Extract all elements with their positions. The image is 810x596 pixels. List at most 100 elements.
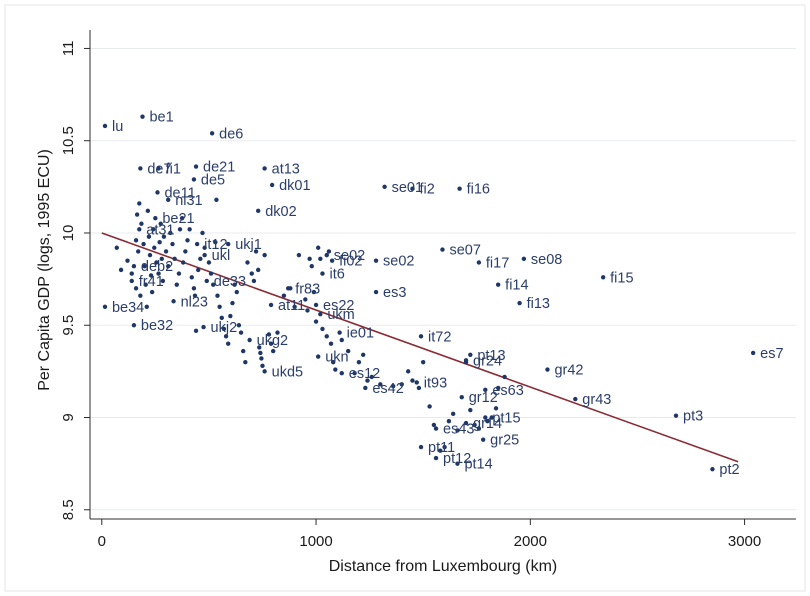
data-point [266, 332, 272, 337]
data-point [228, 313, 233, 319]
data-point [363, 385, 368, 391]
data-point [209, 131, 215, 136]
data-point [133, 238, 139, 243]
data-point [129, 271, 134, 276]
data-point [324, 334, 329, 339]
data-point [200, 230, 205, 236]
point-label: dk01 [279, 178, 310, 194]
data-point [356, 359, 362, 365]
data-point [177, 227, 183, 232]
data-point [313, 319, 319, 324]
point-label: be32 [141, 318, 173, 334]
data-point [191, 177, 197, 182]
data-point [333, 367, 338, 372]
data-point [146, 234, 152, 239]
data-point [495, 385, 501, 391]
data-point [243, 359, 248, 365]
data-point [345, 348, 351, 354]
data-point [339, 337, 344, 343]
data-point [320, 271, 325, 276]
data-point [166, 263, 171, 269]
data-point [125, 258, 130, 263]
point-label: ukd5 [272, 364, 303, 380]
data-point [305, 308, 310, 313]
point-label: it12 [204, 237, 227, 253]
point-label: de5 [201, 172, 225, 188]
y-tick-label: 11 [60, 41, 77, 57]
data-point [281, 293, 287, 298]
data-point [156, 166, 161, 171]
point-label: fi15 [610, 270, 633, 286]
data-point [245, 260, 250, 265]
data-point [157, 240, 162, 245]
data-point [249, 271, 254, 276]
data-point [673, 413, 679, 418]
data-point [438, 448, 443, 453]
point-label: se01 [392, 180, 423, 196]
data-point [446, 419, 452, 424]
data-point [141, 241, 146, 247]
point-label: fr83 [295, 281, 320, 297]
x-tick-label: 1000 [299, 533, 332, 550]
data-point [360, 352, 366, 357]
point-label: pt3 [683, 409, 703, 425]
data-point [131, 263, 137, 269]
data-point [131, 323, 137, 328]
x-tick-label: 0 [98, 533, 106, 550]
data-point [416, 385, 422, 391]
data-point [257, 345, 262, 350]
data-point [185, 238, 190, 243]
point-label: ukl [212, 248, 231, 264]
point-label: gr14 [473, 416, 502, 432]
point-label: be1 [149, 110, 173, 126]
data-point [215, 293, 220, 298]
data-point [102, 304, 108, 309]
data-point [208, 271, 214, 276]
data-point [320, 326, 325, 332]
data-point [221, 326, 227, 332]
data-point [183, 249, 188, 254]
data-point [262, 166, 267, 171]
data-point [455, 428, 460, 433]
data-point [166, 197, 171, 202]
point-label: pt14 [464, 457, 492, 473]
point-label: dk02 [265, 204, 296, 220]
point-label: gr25 [490, 433, 519, 449]
point-label: gr12 [469, 390, 498, 406]
data-point [194, 241, 200, 247]
data-point [201, 324, 206, 330]
point-label: ukg2 [257, 333, 288, 349]
data-point [170, 241, 175, 247]
data-point [134, 212, 140, 217]
data-point [139, 221, 144, 226]
point-label: at31 [146, 222, 174, 238]
point-label: fi2 [419, 182, 434, 198]
point-label: es7 [760, 346, 783, 362]
grid-lines [90, 47, 796, 511]
data-point [472, 422, 477, 428]
data-point [502, 374, 507, 380]
data-point [156, 271, 161, 276]
data-point [337, 330, 342, 335]
data-point [148, 273, 154, 278]
fit-line [101, 232, 739, 463]
data-point [211, 282, 216, 287]
point-label: es12 [349, 366, 380, 382]
data-point [114, 245, 119, 250]
x-tick-label: 2000 [514, 533, 547, 550]
point-label: it72 [428, 329, 451, 345]
data-point [303, 297, 308, 302]
data-point [600, 275, 606, 280]
data-point [463, 420, 469, 426]
point-label: fr41 [139, 274, 164, 290]
data-point [176, 271, 182, 276]
data-point [399, 382, 404, 387]
point-label: nl31 [175, 193, 202, 209]
point-label: de11 [164, 185, 195, 201]
data-point [159, 256, 164, 262]
data-point [315, 245, 321, 250]
data-point [189, 275, 194, 280]
data-point [155, 190, 160, 195]
data-point [328, 341, 334, 346]
point-label: pt2 [719, 462, 739, 478]
